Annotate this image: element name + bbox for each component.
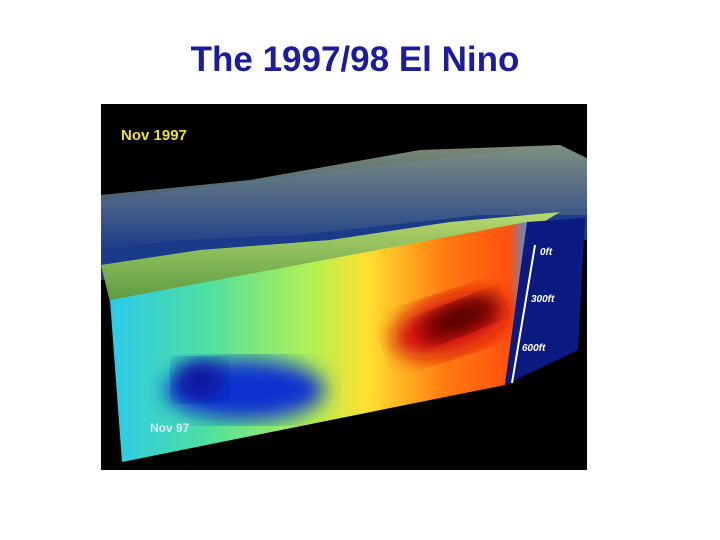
depth-scale [511, 244, 536, 384]
depth-label: 600ft [522, 343, 546, 354]
section-label: Nov 97 [150, 421, 190, 435]
slide-title: The 1997/98 El Nino [190, 40, 520, 79]
date-label: Nov 1997 [121, 127, 187, 144]
depth-label: 300ft [531, 294, 555, 305]
el-nino-image: Nov 1997 Nov 97 0ft 300ft 600ft [101, 104, 587, 470]
land [101, 145, 587, 250]
depth-label: 0ft [540, 247, 553, 258]
depth-side [505, 218, 585, 385]
sea-surface [101, 212, 560, 302]
